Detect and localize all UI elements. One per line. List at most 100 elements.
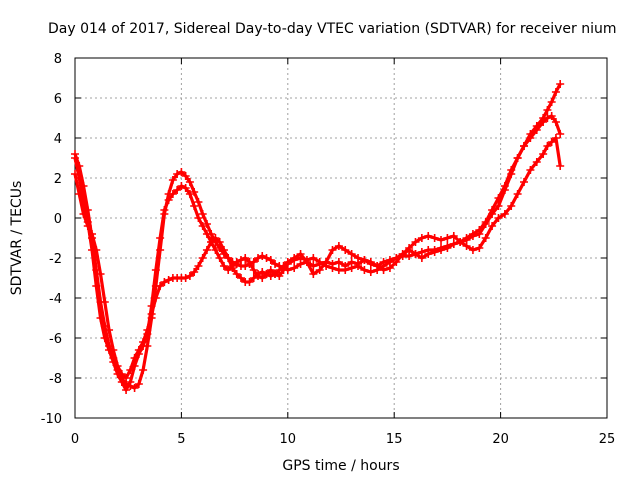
data-point xyxy=(468,246,477,254)
data-point xyxy=(194,198,203,206)
data-point xyxy=(122,374,131,382)
data-point xyxy=(551,134,560,142)
data-point xyxy=(105,326,114,334)
y-tick-label: -2 xyxy=(49,252,62,267)
data-point xyxy=(354,262,363,270)
data-point xyxy=(130,362,139,370)
data-point xyxy=(500,210,509,218)
data-point xyxy=(443,234,452,242)
data-point xyxy=(275,272,284,280)
grid xyxy=(75,58,607,418)
data-point xyxy=(88,246,97,254)
data-point xyxy=(185,190,194,198)
data-point xyxy=(194,262,203,270)
data-point xyxy=(254,254,263,262)
data-point xyxy=(271,260,280,268)
data-point xyxy=(198,254,207,262)
y-tick-label: 4 xyxy=(54,132,62,147)
data-point xyxy=(481,234,490,242)
data-point xyxy=(532,158,541,166)
data-point xyxy=(398,250,407,258)
y-tick-label: 6 xyxy=(54,92,62,107)
data-point xyxy=(500,182,509,190)
data-point xyxy=(334,258,343,266)
x-tick-label: 15 xyxy=(386,432,403,447)
data-point xyxy=(83,218,92,226)
data-point xyxy=(190,188,199,196)
x-tick-label: 0 xyxy=(71,432,79,447)
data-point xyxy=(249,274,258,282)
data-point xyxy=(507,166,516,174)
data-point xyxy=(143,330,152,338)
data-point xyxy=(266,266,275,274)
data-point xyxy=(117,378,126,386)
data-point xyxy=(379,262,388,270)
data-point xyxy=(245,258,254,266)
data-point xyxy=(181,172,190,180)
x-axis: 0 5 10 15 20 25 xyxy=(71,58,615,447)
data-point xyxy=(462,234,471,242)
data-point xyxy=(296,254,305,262)
x-axis-label: GPS time / hours xyxy=(282,458,399,474)
data-point xyxy=(173,170,182,178)
y-tick-label: 2 xyxy=(54,172,62,187)
data-point xyxy=(258,274,267,282)
data-point xyxy=(177,182,186,190)
x-tick-label: 25 xyxy=(599,432,616,447)
data-point xyxy=(202,230,211,238)
data-point xyxy=(113,370,122,378)
data-point xyxy=(232,258,241,266)
data-point xyxy=(211,246,220,254)
data-point xyxy=(194,214,203,222)
data-point xyxy=(551,88,560,96)
data-point xyxy=(347,264,356,272)
data-point xyxy=(462,242,471,250)
data-point xyxy=(556,162,565,170)
y-tick-label: -4 xyxy=(49,292,62,307)
data-point xyxy=(322,262,331,270)
data-point xyxy=(543,114,552,122)
data-point xyxy=(366,258,375,266)
data-point xyxy=(266,256,275,264)
data-point xyxy=(262,270,271,278)
data-point xyxy=(262,254,271,262)
data-point xyxy=(249,266,258,274)
data-point xyxy=(190,268,199,276)
data-point xyxy=(283,260,292,268)
y-axis-label: SDTVAR / TECUs xyxy=(9,181,25,296)
data-point xyxy=(543,106,552,114)
data-point xyxy=(547,98,556,106)
data-point xyxy=(532,126,541,134)
data-point xyxy=(411,238,420,246)
data-point xyxy=(360,256,369,264)
data-points xyxy=(71,80,565,394)
data-point xyxy=(79,198,88,206)
data-point xyxy=(224,254,233,262)
chart-title: Day 014 of 2017, Sidereal Day-to-day VTE… xyxy=(48,21,617,37)
data-point xyxy=(177,168,186,176)
data-point xyxy=(468,230,477,238)
data-point xyxy=(373,266,382,274)
data-point xyxy=(360,266,369,274)
data-point xyxy=(271,270,280,278)
data-point xyxy=(507,202,516,210)
data-point xyxy=(290,256,299,264)
data-point xyxy=(449,232,458,240)
data-point xyxy=(139,342,148,350)
data-point xyxy=(130,384,139,392)
data-point xyxy=(430,248,439,256)
data-point xyxy=(258,252,267,260)
data-point xyxy=(75,174,84,182)
data-point xyxy=(156,234,165,242)
data-point xyxy=(547,112,556,120)
data-point xyxy=(168,190,177,198)
data-point xyxy=(224,266,233,274)
data-point xyxy=(211,234,220,242)
data-point xyxy=(494,214,503,222)
data-point xyxy=(526,134,535,142)
data-point xyxy=(341,246,350,254)
x-tick-label: 10 xyxy=(280,432,297,447)
data-point xyxy=(290,264,299,272)
data-point xyxy=(520,142,529,150)
